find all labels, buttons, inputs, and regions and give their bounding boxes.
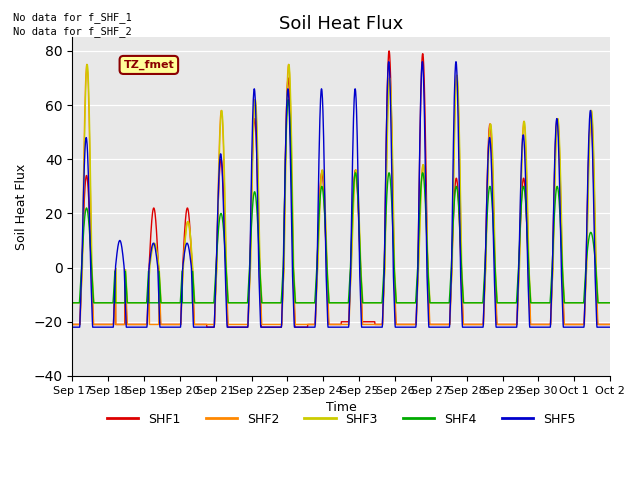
SHF1	[203, 324, 211, 330]
SHF3	[122, 279, 130, 285]
Line: SHF3: SHF3	[72, 64, 610, 303]
SHF3	[83, 61, 91, 67]
Text: No data for f_SHF_2: No data for f_SHF_2	[13, 26, 132, 37]
SHF5	[238, 324, 246, 330]
SHF1	[599, 322, 607, 327]
X-axis label: Time: Time	[326, 401, 356, 414]
SHF1	[534, 322, 541, 327]
SHF5	[503, 324, 511, 330]
SHF3	[534, 300, 541, 306]
SHF3	[606, 300, 614, 306]
SHF1	[606, 322, 614, 327]
SHF3	[599, 300, 607, 306]
SHF2	[534, 322, 541, 327]
SHF2	[599, 322, 607, 327]
SHF4	[606, 300, 614, 306]
SHF2	[122, 297, 130, 303]
Line: SHF2: SHF2	[72, 64, 610, 324]
SHF3	[374, 300, 381, 306]
Line: SHF1: SHF1	[72, 51, 610, 327]
SHF5	[122, 322, 130, 327]
Text: No data for f_SHF_1: No data for f_SHF_1	[13, 12, 132, 23]
SHF4	[122, 281, 130, 287]
SHF4	[68, 300, 76, 306]
SHF4	[503, 300, 511, 306]
Line: SHF4: SHF4	[72, 100, 610, 303]
SHF1	[239, 324, 246, 330]
SHF2	[606, 322, 614, 327]
Text: TZ_fmet: TZ_fmet	[124, 60, 174, 70]
SHF2	[374, 322, 381, 327]
SHF4	[284, 97, 292, 103]
SHF5	[385, 59, 392, 65]
SHF3	[68, 300, 76, 306]
SHF2	[83, 61, 91, 67]
Legend: SHF1, SHF2, SHF3, SHF4, SHF5: SHF1, SHF2, SHF3, SHF4, SHF5	[102, 408, 580, 431]
SHF4	[534, 300, 541, 306]
SHF2	[239, 322, 246, 327]
SHF1	[504, 322, 511, 327]
SHF3	[503, 300, 511, 306]
SHF5	[599, 324, 607, 330]
Y-axis label: Soil Heat Flux: Soil Heat Flux	[15, 164, 28, 250]
SHF1	[374, 322, 381, 327]
SHF3	[239, 300, 246, 306]
SHF1	[122, 300, 130, 306]
SHF4	[238, 300, 246, 306]
SHF1	[385, 48, 393, 54]
SHF5	[606, 324, 614, 330]
SHF5	[68, 324, 76, 330]
SHF4	[599, 300, 607, 306]
Line: SHF5: SHF5	[72, 62, 610, 327]
SHF2	[503, 322, 511, 327]
SHF4	[374, 300, 381, 306]
SHF1	[68, 322, 76, 327]
SHF5	[374, 324, 381, 330]
SHF2	[68, 322, 76, 327]
SHF5	[534, 324, 541, 330]
Title: Soil Heat Flux: Soil Heat Flux	[279, 15, 403, 33]
